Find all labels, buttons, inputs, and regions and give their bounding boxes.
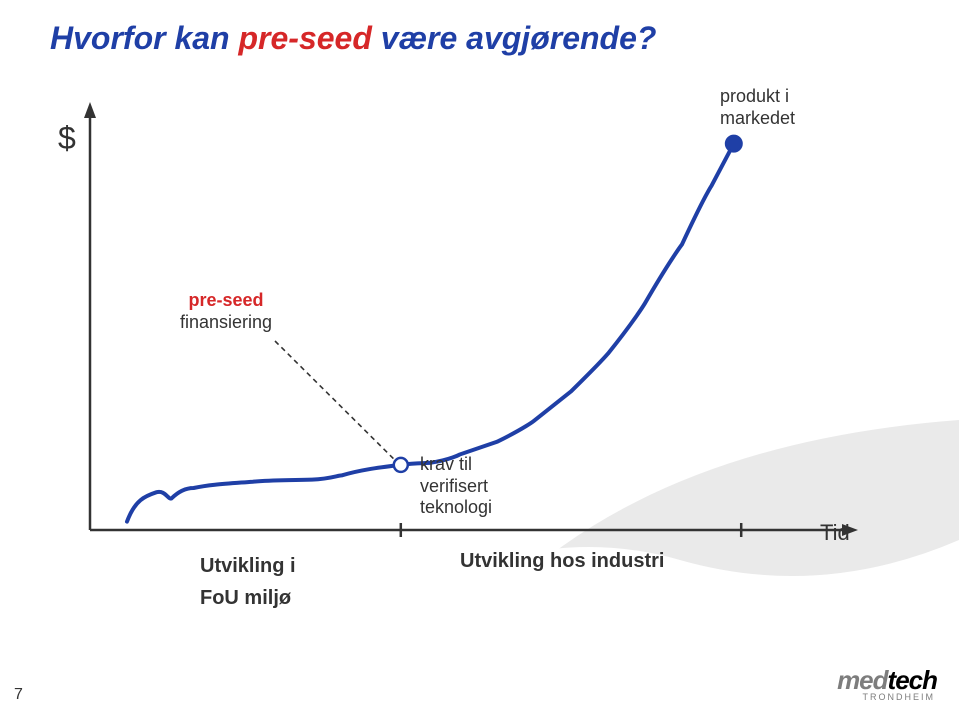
logo: medtech TRONDHEIM <box>837 665 937 702</box>
produkt-label-line2: markedet <box>720 108 795 128</box>
produkt-label-line1: produkt i <box>720 86 789 106</box>
produkt-marker <box>726 136 742 152</box>
preseed-label-line2: finansiering <box>180 312 272 332</box>
title-part1: Hvorfor kan <box>50 20 238 56</box>
x-segment-mid: Utvikling hos industri <box>460 550 664 573</box>
krav-label-line1: krav til <box>420 454 472 474</box>
logo-black: tech <box>888 665 937 695</box>
preseed-callout-line <box>275 341 393 459</box>
x-axis-label: Tid <box>820 520 850 546</box>
title-part2: pre-seed <box>238 20 380 56</box>
krav-marker <box>394 458 408 472</box>
preseed-label: pre-seed finansiering <box>180 290 272 333</box>
title-part3: være avgjørende? <box>381 20 657 56</box>
preseed-label-line1: pre-seed <box>189 290 264 310</box>
krav-label: krav til verifisert teknologi <box>420 454 492 519</box>
produkt-label: produkt i markedet <box>720 86 795 129</box>
chart-svg <box>50 80 870 600</box>
page-number: 7 <box>14 686 23 704</box>
x-segment-left: Utvikling i FoU miljø <box>200 550 296 614</box>
growth-chart: $ pre-seed finansiering produkt i marked… <box>50 80 870 600</box>
y-axis-arrow <box>84 102 96 118</box>
x-segment-left-line1: Utvikling i <box>200 555 296 577</box>
logo-gray: med <box>837 665 887 695</box>
page-title: Hvorfor kan pre-seed være avgjørende? <box>50 20 656 57</box>
krav-label-line2: verifisert <box>420 476 488 496</box>
krav-label-line3: teknologi <box>420 497 492 517</box>
x-segment-left-line2: FoU miljø <box>200 587 291 609</box>
